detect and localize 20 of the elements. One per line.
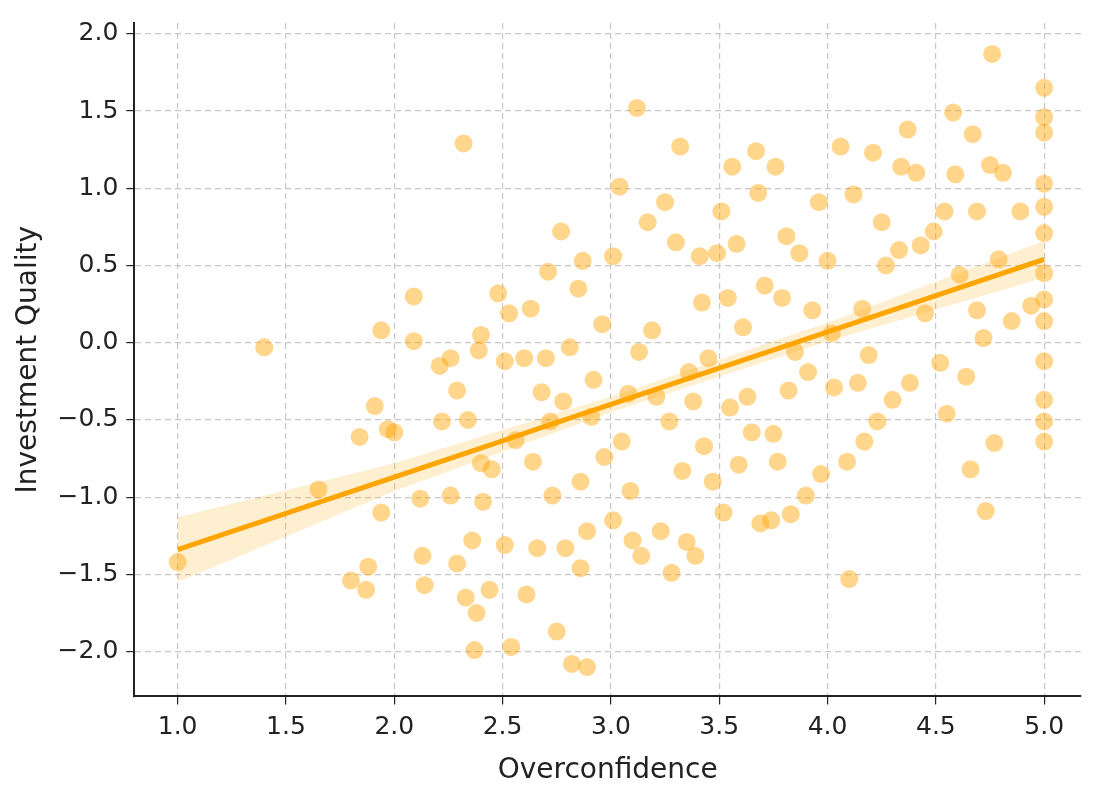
y-axis-title: Investment Quality [10, 225, 44, 494]
x-tick-label: 5.0 [1024, 710, 1065, 740]
y-tick-label: −0.5 [57, 403, 119, 433]
x-axis-title: Overconfidence [497, 752, 718, 786]
y-tick-label: −1.5 [57, 557, 119, 587]
x-tick-label: 1.5 [266, 710, 306, 740]
x-tick-label: 2.5 [482, 710, 523, 740]
y-tick-label: 0.0 [78, 326, 119, 356]
x-tick-label: 3.0 [591, 710, 631, 740]
y-tick-label: 1.0 [78, 171, 119, 201]
y-tick-label: 0.5 [78, 248, 119, 278]
y-tick-label: −2.0 [57, 635, 119, 665]
y-tick-label: −1.0 [57, 480, 119, 510]
x-tick-label: 1.0 [157, 710, 198, 740]
x-tick-label: 4.5 [915, 710, 956, 740]
x-tick-label: 4.0 [807, 710, 848, 740]
y-tick-label: 1.5 [78, 94, 119, 124]
x-tick-label: 2.0 [374, 710, 415, 740]
x-tick-label: 3.5 [699, 710, 740, 740]
y-tick-label: 2.0 [78, 17, 119, 47]
